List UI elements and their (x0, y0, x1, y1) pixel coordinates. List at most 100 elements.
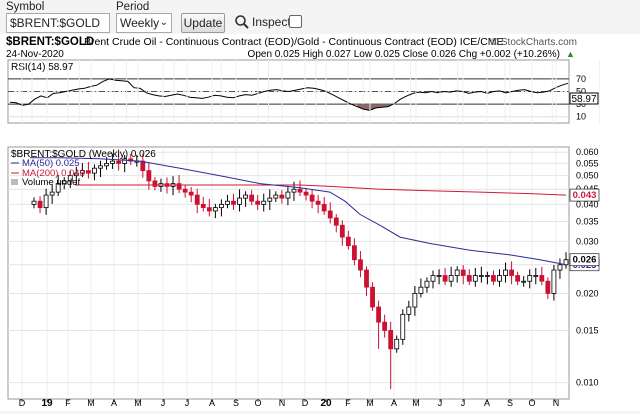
chart-title-desc: Brent Crude Oil - Continuous Contract (E… (84, 36, 504, 48)
x-tick-label: D (19, 398, 26, 408)
candle-body (92, 167, 97, 174)
candle-body (116, 160, 122, 164)
x-tick-label: A (391, 398, 397, 408)
candle-body (122, 158, 128, 164)
volume-legend-swatch (11, 179, 18, 185)
price-tick-label: 0.050 (576, 171, 599, 181)
rsi-line (9, 78, 569, 111)
candle-body (424, 280, 430, 288)
x-tick-label: M (134, 398, 142, 408)
candle-body (376, 306, 381, 323)
candle-body (146, 170, 152, 182)
x-tick-label: 19 (41, 398, 53, 409)
candle-body (557, 264, 563, 271)
candle-body (358, 259, 363, 271)
symbol-input[interactable]: $BRENT:$GOLD (6, 13, 110, 33)
candle-body (243, 194, 248, 199)
candle-body (79, 170, 85, 174)
x-tick-label: M (412, 398, 420, 408)
candle-body (460, 269, 466, 276)
candle-body (418, 286, 424, 294)
candle-body (188, 191, 194, 196)
price-tick-label: 0.040 (576, 199, 599, 209)
chart-date: 24-Nov-2020 (6, 49, 64, 60)
rsi-label: RSI(14) 58.97 (11, 62, 74, 73)
candle-body (261, 200, 267, 205)
candle-body (394, 338, 400, 350)
candle-body (315, 200, 321, 205)
candle-body (430, 275, 436, 282)
ma200-legend: MA(200) 0.043 (22, 168, 85, 179)
price-tick-label: 0.055 (576, 158, 599, 168)
ma50-legend: MA(50) 0.025 (22, 158, 80, 169)
x-tick-label: M (87, 398, 95, 408)
price-tick-label: 0.015 (576, 325, 599, 335)
ma200-line (75, 184, 567, 196)
candle-body (442, 275, 448, 282)
candle-body (497, 275, 502, 282)
price-tick-label: 0.035 (576, 217, 599, 227)
candle-body (333, 217, 339, 226)
x-tick-label: F (65, 398, 71, 408)
candle-body (55, 183, 61, 193)
x-tick-label: N (279, 398, 286, 408)
candle-body (152, 180, 158, 187)
candle-body (43, 194, 49, 209)
candle-body (515, 275, 521, 282)
candle-body (545, 280, 551, 294)
candle-body (110, 160, 115, 164)
chevron-down-icon: ⌄ (159, 17, 168, 28)
inspect-checkbox[interactable] (289, 15, 302, 28)
ma200-value-tag-box (569, 188, 600, 202)
rsi-value-tag: 58.97 (571, 94, 596, 105)
candle-body (140, 160, 146, 172)
candle-body (86, 170, 91, 174)
chart-panel: $BRENT:$GOLD Brent Crude Oil - Continuou… (0, 34, 640, 411)
price-legend-title: $BRENT:$GOLD (Weekly) 0.026 (11, 149, 156, 160)
candle-body (73, 172, 79, 177)
candle-body (485, 275, 490, 277)
x-tick-label: 20 (320, 398, 332, 409)
candle-body (521, 280, 527, 283)
price-chart[interactable]: $BRENT:$GOLD Brent Crude Oil - Continuou… (0, 34, 640, 411)
x-tick-label: J (161, 398, 166, 408)
candle-body (412, 293, 418, 308)
x-tick-label: N (553, 398, 560, 408)
candle-body (321, 203, 327, 212)
x-tick-label: S (507, 398, 513, 408)
ma200-value-tag: 0.043 (573, 190, 597, 201)
candle-body (454, 269, 460, 276)
candle-body (49, 191, 55, 196)
update-button[interactable]: Update (181, 13, 225, 33)
x-tick-label: O (254, 398, 261, 408)
candle-body (339, 224, 345, 238)
x-tick-label: J (185, 398, 190, 408)
candle-body (273, 194, 279, 199)
candle-body (194, 194, 200, 205)
period-select[interactable]: Weekly ⌄ (116, 13, 172, 33)
symbol-label: Symbol (6, 1, 45, 13)
candle-body (382, 321, 388, 331)
candle-body (219, 203, 224, 209)
candle-body (267, 197, 273, 202)
candle-body (249, 194, 255, 202)
ma50-line (30, 157, 567, 266)
candle-body (472, 275, 478, 282)
inspect-icon[interactable] (234, 14, 250, 33)
candle-body (212, 207, 218, 212)
candle-body (509, 269, 514, 276)
candle-body (478, 275, 484, 277)
candle-body (491, 275, 496, 282)
candle-body (61, 180, 67, 185)
candle-body (37, 200, 43, 209)
x-tick-label: A (209, 398, 215, 408)
x-tick-label: D (302, 398, 309, 408)
candle-body (237, 197, 242, 205)
x-tick-label: A (484, 398, 490, 408)
candle-body (448, 275, 454, 282)
candle-body (309, 194, 315, 202)
candle-body (400, 313, 406, 340)
x-tick-label: M (366, 398, 374, 408)
candle-body (388, 330, 394, 350)
candle-body (176, 183, 182, 190)
